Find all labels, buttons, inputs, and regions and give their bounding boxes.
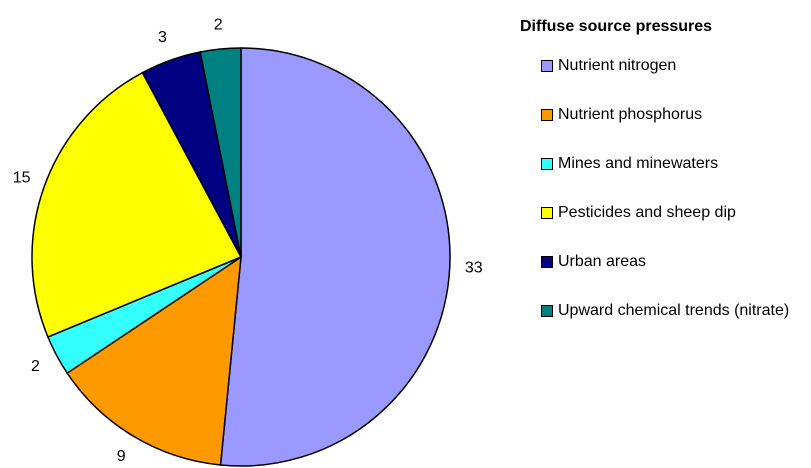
data-label: 9 (117, 448, 126, 465)
legend-swatch (541, 158, 553, 170)
legend: Diffuse source pressures Nutrient nitrog… (520, 18, 810, 350)
legend-label: Nutrient phosphorus (558, 106, 703, 123)
legend-label: Upward chemical trends (nitrate) (558, 302, 790, 319)
data-label: 2 (214, 16, 223, 33)
legend-swatch (541, 60, 553, 72)
data-label: 3 (158, 29, 167, 46)
legend-item: Mines and minewaters (520, 154, 808, 183)
legend-label: Mines and minewaters (558, 155, 719, 172)
legend-label: Nutrient nitrogen (558, 57, 677, 74)
legend-title: Diffuse source pressures (520, 18, 713, 35)
data-label: 15 (13, 170, 31, 187)
legend-swatch (541, 305, 553, 317)
legend-label: Pesticides and sheep dip (558, 204, 736, 221)
pie-chart: 33 9 2 15 3 2 (13, 16, 483, 467)
pie-slice (199, 47, 242, 258)
pie-slice (31, 71, 243, 338)
pie-slice (219, 47, 451, 467)
legend-label: Urban areas (558, 253, 647, 270)
legend-item: Upward chemical trends (nitrate) (520, 301, 808, 330)
legend-item: Nutrient phosphorus (520, 105, 808, 134)
pie-slice (66, 255, 242, 466)
data-label: 33 (465, 260, 483, 277)
legend-swatch (541, 256, 553, 268)
legend-item: Urban areas (520, 252, 808, 281)
legend-swatch (541, 207, 553, 219)
legend-item: Pesticides and sheep dip (520, 203, 808, 232)
data-label: 2 (31, 358, 40, 375)
legend-swatch (541, 109, 553, 121)
legend-item: Nutrient nitrogen (520, 56, 808, 85)
